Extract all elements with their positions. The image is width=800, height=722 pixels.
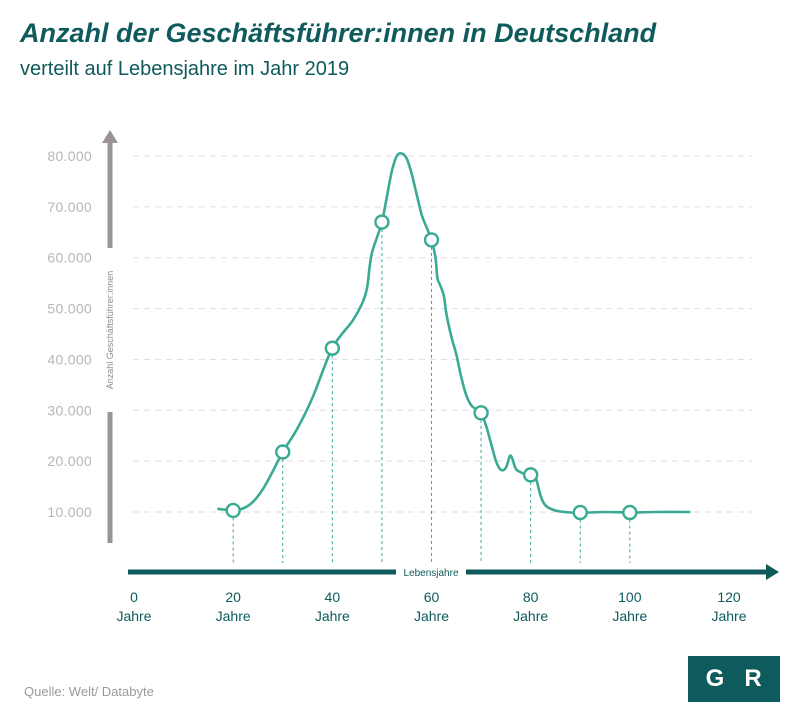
x-tick-label: 20 bbox=[225, 589, 241, 605]
x-tick-unit: Jahre bbox=[315, 608, 350, 624]
data-point bbox=[572, 504, 588, 521]
x-tick-label: 120 bbox=[717, 589, 741, 605]
x-tick-label: 100 bbox=[618, 589, 642, 605]
y-axis: 10.000 20.000 30.000 40.000 50.000 60.000 70.0… bbox=[47, 130, 118, 543]
x-tick-label: 80 bbox=[523, 589, 539, 605]
gridlines bbox=[133, 155, 752, 513]
chart-title: Anzahl der Geschäftsführer:innen in Deut… bbox=[20, 18, 657, 48]
y-tick-label: 80.000 bbox=[47, 148, 92, 164]
x-axis-title: Lebensjahre bbox=[403, 568, 458, 579]
x-axis: Lebensjahre 0 Jahre 20 Jahre 40 Jahre 60 Jahre 80… bbox=[116, 564, 779, 624]
y-tick-label: 60.000 bbox=[47, 250, 92, 266]
data-point bbox=[522, 467, 539, 483]
y-tick-label: 30.000 bbox=[47, 402, 92, 418]
data-points bbox=[225, 214, 638, 521]
drop-lines bbox=[232, 229, 631, 563]
data-point bbox=[374, 214, 390, 230]
y-tick-label: 40.000 bbox=[47, 351, 92, 367]
line-chart: 10.000 20.000 30.000 40.000 50.000 60.000 70.0… bbox=[47, 130, 779, 624]
data-point bbox=[324, 340, 341, 356]
data-point bbox=[225, 502, 241, 519]
y-axis-arrowhead bbox=[102, 130, 118, 143]
x-axis-arrowhead bbox=[766, 564, 779, 580]
logo-letter-left: G bbox=[705, 665, 725, 692]
x-tick-unit: Jahre bbox=[513, 608, 548, 624]
y-tick-label: 20.000 bbox=[47, 453, 92, 469]
x-tick-label: 60 bbox=[424, 589, 440, 605]
data-point bbox=[275, 444, 291, 460]
y-tick-label: 50.000 bbox=[47, 301, 92, 317]
source-note: Quelle: Welt/ Databyte bbox=[24, 684, 154, 699]
y-tick-label: 70.000 bbox=[47, 199, 92, 215]
x-tick-unit: Jahre bbox=[414, 608, 449, 624]
logo-letter-right: R bbox=[744, 665, 762, 692]
x-tick-label: 0 bbox=[130, 589, 138, 605]
y-tick-label: 10.000 bbox=[47, 504, 92, 520]
x-tick-unit: Jahre bbox=[216, 608, 251, 624]
data-point bbox=[622, 504, 638, 521]
chart-subtitle: verteilt auf Lebensjahre im Jahr 2019 bbox=[20, 58, 350, 80]
data-point bbox=[423, 232, 440, 248]
y-axis-title: Anzahl Geschäftsführer:innen bbox=[105, 271, 115, 390]
gr-logo: G R bbox=[688, 656, 780, 702]
x-tick-unit: Jahre bbox=[116, 608, 151, 624]
x-tick-label: 40 bbox=[325, 589, 341, 605]
data-point bbox=[473, 405, 489, 421]
x-tick-unit: Jahre bbox=[612, 608, 647, 624]
x-tick-unit: Jahre bbox=[711, 608, 746, 624]
